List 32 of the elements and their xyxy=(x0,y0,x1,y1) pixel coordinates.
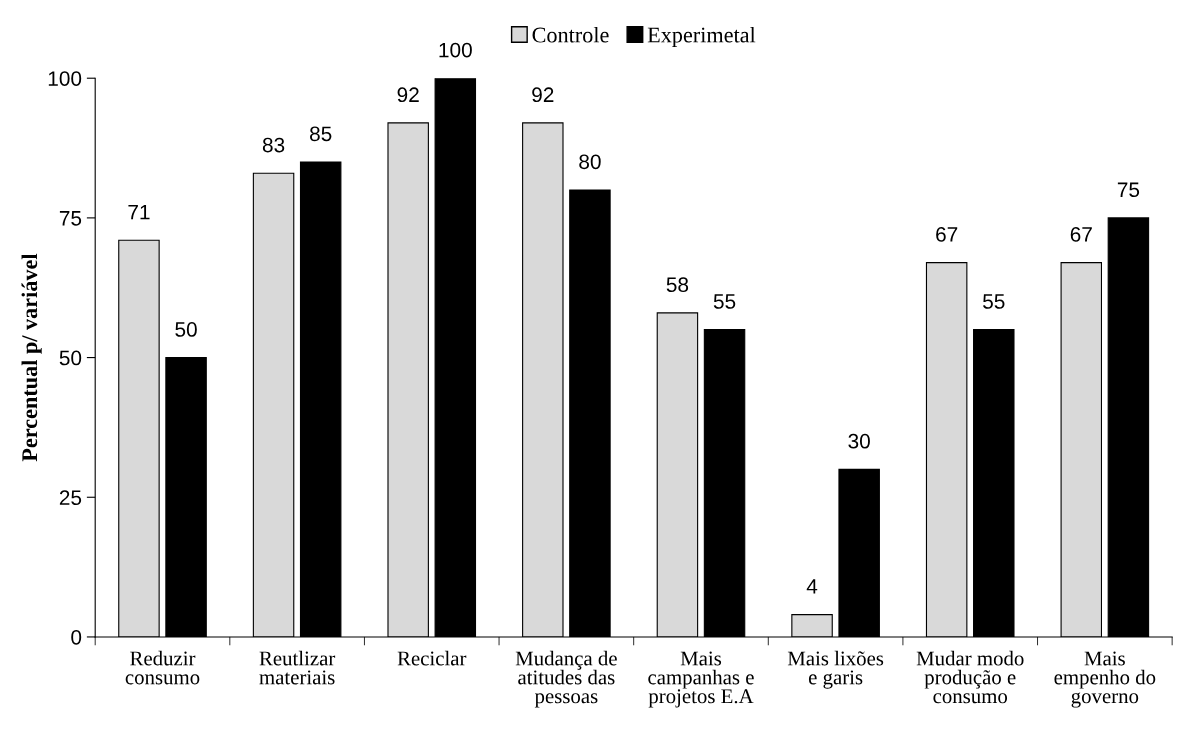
data-label: 71 xyxy=(128,204,150,220)
data-label: 67 xyxy=(1070,227,1092,242)
data-label: 100 xyxy=(439,42,472,58)
data-label: 83 xyxy=(262,137,285,153)
data-label: 55 xyxy=(983,294,1005,309)
x-tick-label: Reduzir consumo xyxy=(125,650,200,685)
data-label: 75 xyxy=(1117,182,1140,198)
y-tick-label: 75 xyxy=(59,211,82,226)
legend-label: Experimetal xyxy=(647,26,756,48)
data-label: 92 xyxy=(532,87,554,103)
x-tick-label: Mais lixões e garis xyxy=(787,650,884,689)
x-tick-label: Mais campanhas e projetos E.A xyxy=(648,651,754,708)
x-tick-label: Reciclar xyxy=(397,650,467,666)
data-label: 58 xyxy=(666,277,689,293)
y-tick-label: 100 xyxy=(48,71,82,86)
y-tick-label: 0 xyxy=(71,629,82,645)
y-tick-label: 25 xyxy=(59,490,82,506)
x-tick-label: Reutlizar materiais xyxy=(259,650,336,685)
y-axis-title: Percentual p/ variável xyxy=(21,253,42,462)
data-label: 55 xyxy=(713,294,736,309)
data-label: 67 xyxy=(936,227,958,242)
data-label: 30 xyxy=(848,433,870,449)
legend-label: Controle xyxy=(532,26,609,43)
x-tick-label: Mudança de atitudes das pessoas xyxy=(515,650,617,708)
x-tick-label: Mais empenho do governo xyxy=(1054,651,1156,708)
data-label: 85 xyxy=(310,126,332,142)
data-label: 80 xyxy=(579,154,601,170)
data-label: 50 xyxy=(175,322,197,337)
y-tick-label: 50 xyxy=(59,350,82,366)
data-label: 4 xyxy=(806,579,818,594)
x-tick-label: Mudar modo produção e consumo xyxy=(916,650,1024,704)
data-label: 92 xyxy=(397,87,419,103)
